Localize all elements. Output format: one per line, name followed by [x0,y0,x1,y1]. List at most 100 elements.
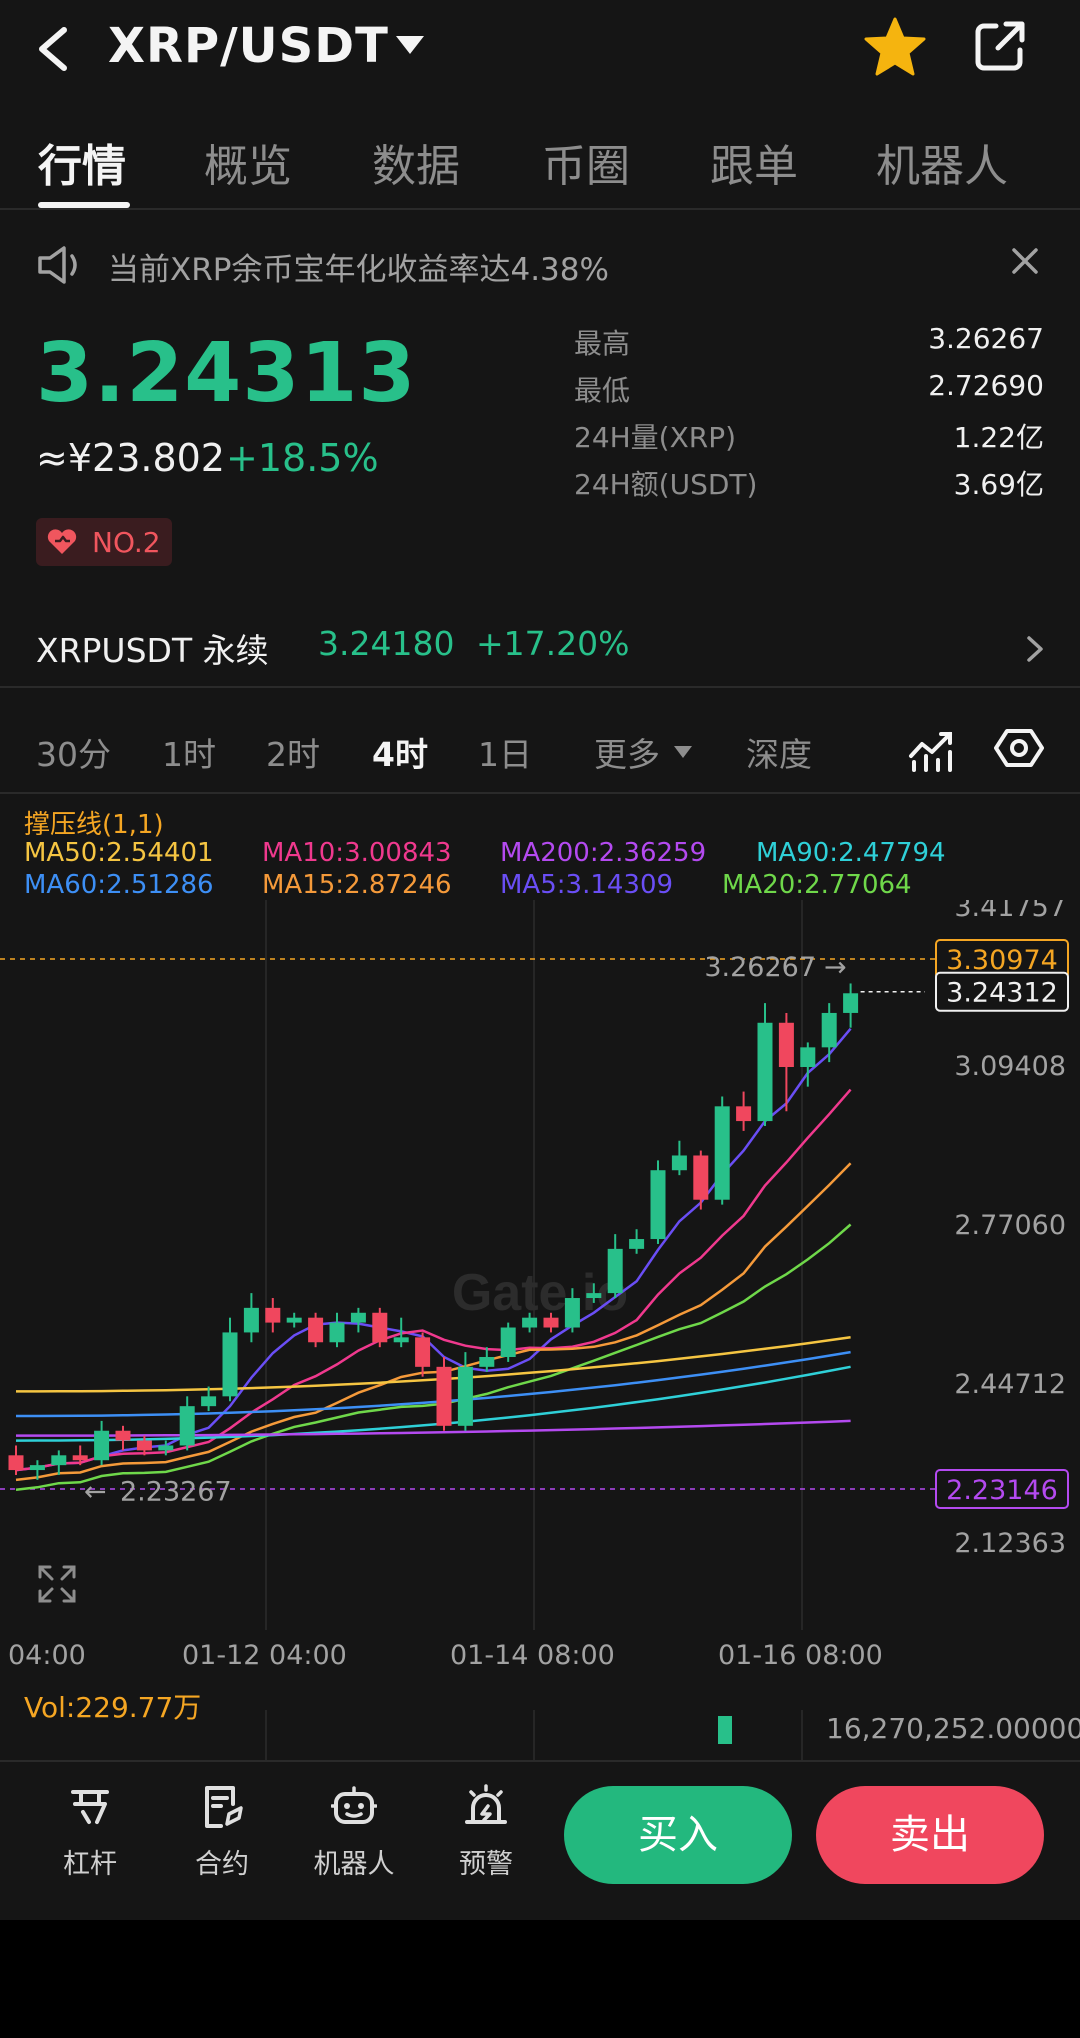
price-change: +18.5% [226,436,379,480]
favorite-star-icon[interactable] [862,16,928,78]
interval-30m[interactable]: 30分 [36,735,111,774]
ma-line [15,1162,852,1482]
candle-body [329,1322,345,1343]
cny-price: ≈¥23.802 [36,436,225,480]
back-icon[interactable] [30,24,74,74]
candle-body [115,1430,131,1441]
candlestick-chart[interactable]: Gate.io 3.41757 3.09408 2.77060 2.44712 2.12… [0,900,1080,1630]
contract-button[interactable]: 合约 [162,1784,282,1894]
stat-high: 最高 3.26267 [574,316,1044,363]
volume-label: Vol:229.77万 [24,1691,202,1724]
candle-body [222,1332,238,1397]
candle-body [778,1022,794,1068]
buy-button[interactable]: 买入 [564,1786,792,1884]
interval-bar: 30分 1时 2时 4时 1日 更多 深度 [0,704,1080,794]
stat-value: 1.22亿 [953,421,1044,454]
volume-value: 16,270,252.00000 [826,1712,1080,1745]
tab-copy-trade[interactable]: 跟单 [710,141,798,192]
rank-badge[interactable]: NO.2 [36,518,172,566]
candle-body [94,1430,110,1461]
tab-data[interactable]: 数据 [372,141,460,192]
stat-label: 最低 [574,374,631,407]
ma-line [15,1365,851,1442]
tab-market[interactable]: 行情 [38,141,126,192]
ma90-label: MA90:2.47794 [756,838,946,868]
candle-body [586,1293,602,1299]
ma15-label: MA15:2.87246 [262,870,452,900]
pair-dropdown-icon[interactable] [396,36,424,54]
price-lines [0,958,935,1490]
candle-body [714,1106,730,1200]
candle-body [393,1337,409,1343]
stat-value: 2.72690 [928,369,1044,402]
interval-more[interactable]: 更多 [594,735,660,774]
ma50-label: MA50:2.54401 [24,838,214,868]
low-marker: 2.23267 [120,1476,232,1507]
candle-body [607,1248,623,1294]
rank-text: NO.2 [92,526,161,559]
candle-body [821,1012,837,1048]
candle-body [800,1047,816,1068]
volume-chart [265,1710,803,1760]
tab-bots[interactable]: 机器人 [876,141,1008,192]
low-arrow-icon: ← [84,1476,107,1507]
settings-eye-icon[interactable] [994,728,1044,768]
sell-button[interactable]: 卖出 [816,1786,1044,1884]
tab-community[interactable]: 币圈 [542,141,630,192]
alarm-label: 预警 [459,1849,513,1880]
stat-value: 3.69亿 [953,468,1044,501]
pair-title[interactable]: XRP/USDT [108,18,389,74]
share-icon[interactable] [972,18,1028,74]
contract-icon [205,1786,243,1828]
candle-body [308,1317,324,1343]
ma5-label: MA5:3.14309 [500,870,674,900]
robot-icon [331,1786,377,1824]
more-caret-icon [674,746,692,758]
x-tick: 04:00 [8,1640,86,1671]
ma20-label: MA20:2.77064 [722,870,912,900]
robot-button[interactable]: 机器人 [294,1784,414,1894]
current-price-badge-box [935,971,1069,1012]
resistance-badge-text: 3.30974 [946,945,1058,976]
interval-2h[interactable]: 2时 [266,735,320,774]
candle-body [543,1317,559,1328]
chevron-right-icon [1027,636,1043,662]
depth-tab[interactable]: 深度 [746,735,812,774]
leverage-button[interactable]: 杠杆 [30,1784,150,1894]
y-axis: 3.41757 3.09408 2.77060 2.44712 2.12363 [954,900,1066,1559]
candle-body [650,1170,666,1240]
robot-label: 机器人 [313,1849,395,1880]
expand-icon[interactable] [38,1565,76,1603]
contract-label: 合约 [195,1849,249,1880]
candle-body [158,1445,174,1451]
support-badge-text: 2.23146 [946,1475,1058,1506]
alarm-button[interactable]: 预警 [426,1784,546,1894]
candle-body [29,1465,45,1471]
close-icon[interactable] [1010,246,1040,276]
notice-bar[interactable]: 当前XRP余币宝年化收益率达4.38% [0,230,1080,300]
candle-body [457,1366,473,1426]
price-badges: 3.30974 2.23146 3.24312 3.26267 → ← 2.23267 [84,939,1069,1509]
indicator-icon[interactable] [908,726,954,772]
ma-line [16,1419,851,1437]
ma10-label: MA10:3.00843 [262,838,452,868]
candle-body [372,1312,388,1343]
notice-text: 当前XRP余币宝年化收益率达4.38% [108,252,609,288]
tab-overview[interactable]: 概览 [204,141,292,192]
interval-1d[interactable]: 1日 [478,735,532,774]
current-price-badge-text: 3.24312 [946,978,1058,1009]
candle-body [436,1366,452,1426]
interval-1h[interactable]: 1时 [162,735,216,774]
stat-turnover: 24H额(USDT) 3.69亿 [574,457,1044,504]
candles [8,983,859,1480]
x-tick: 01-14 08:00 [450,1640,615,1671]
perpetual-price: 3.24180 [318,624,455,663]
interval-4h[interactable]: 4时 [372,735,428,774]
candle-body [51,1455,67,1466]
candle-body [8,1455,24,1471]
watermark-text: Gate.io [452,1264,628,1322]
y-tick-label: 2.44712 [954,1369,1066,1400]
candle-body [415,1337,431,1367]
candle-body [629,1239,645,1249]
perpetual-row[interactable]: XRPUSDT 永续 3.24180 +17.20% [0,608,1080,688]
